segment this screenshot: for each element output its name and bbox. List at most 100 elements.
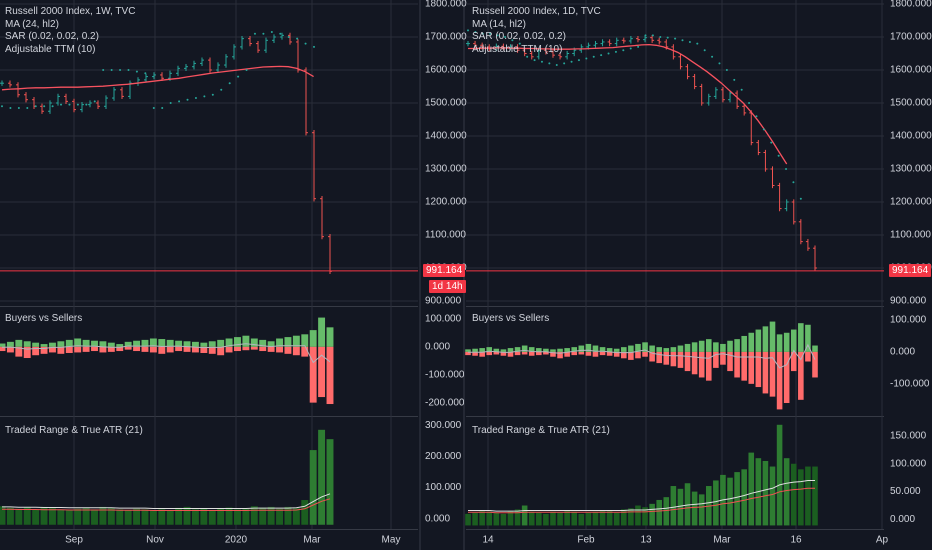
price-bar bbox=[628, 36, 633, 44]
sellers-bar bbox=[521, 351, 528, 355]
sellers-bar bbox=[99, 346, 107, 353]
traded-range-bar bbox=[790, 463, 797, 526]
sar-dot bbox=[755, 115, 758, 118]
price-axis-label: 1300.000 bbox=[890, 164, 932, 175]
sellers-bar bbox=[465, 351, 471, 356]
buyers-bar bbox=[812, 345, 818, 352]
sellers-bar bbox=[472, 351, 478, 356]
buyers-sellers-axis-label: -200.000 bbox=[425, 397, 465, 408]
sellers-bar bbox=[812, 351, 818, 378]
price-bar bbox=[80, 102, 84, 113]
left-traded-range-label[interactable]: Traded Range & True ATR (21) bbox=[5, 425, 143, 436]
traded-range-bar bbox=[727, 477, 733, 526]
traded-range-bar bbox=[301, 500, 309, 525]
sar-dot bbox=[711, 55, 714, 58]
left-countdown-tag: 1d 14h bbox=[429, 280, 466, 293]
buyers-bar bbox=[514, 347, 521, 352]
price-bar bbox=[749, 110, 754, 146]
right-legend-ttm[interactable]: Adjustable TTM (10) bbox=[472, 43, 563, 55]
sellers-bar bbox=[225, 346, 233, 353]
price-bar bbox=[112, 87, 116, 101]
price-bar bbox=[706, 93, 711, 106]
atr-signal-line bbox=[2, 498, 331, 511]
sellers-bar bbox=[141, 346, 149, 352]
sar-dot bbox=[102, 69, 105, 71]
sellers-bar bbox=[557, 351, 563, 359]
sar-dot bbox=[481, 32, 484, 35]
traded-range-bar bbox=[670, 486, 677, 526]
buyers-bar bbox=[564, 348, 570, 352]
buyers-bar bbox=[99, 341, 107, 347]
sellers-bar bbox=[585, 351, 592, 356]
sellers-bar bbox=[493, 351, 500, 355]
left-legend-ttm[interactable]: Adjustable TTM (10) bbox=[5, 43, 96, 55]
sellers-bar bbox=[677, 351, 684, 368]
buyers-bar bbox=[208, 341, 216, 347]
traded-range-bar bbox=[635, 505, 641, 526]
left-legend-sar[interactable]: SAR (0.02, 0.02, 0.2) bbox=[5, 31, 99, 42]
traded-range-bar bbox=[663, 497, 670, 526]
sar-dot bbox=[607, 52, 610, 55]
sar-dot bbox=[718, 62, 721, 65]
left-legend-ma[interactable]: MA (24, hl2) bbox=[5, 18, 59, 30]
right-legend-sar[interactable]: SAR (0.02, 0.02, 0.2) bbox=[472, 31, 566, 42]
buyers-bar bbox=[741, 335, 747, 352]
right-traded-range-label[interactable]: Traded Range & True ATR (21) bbox=[472, 425, 610, 436]
sellers-bar bbox=[514, 351, 521, 356]
traded-range-bar bbox=[234, 509, 241, 525]
price-bar bbox=[280, 32, 284, 40]
sar-dot bbox=[270, 31, 273, 34]
buyers-bar bbox=[276, 338, 283, 347]
buyers-bar bbox=[663, 348, 670, 352]
sellers-bar bbox=[684, 351, 691, 372]
time-axis-label: 2020 bbox=[225, 535, 248, 546]
sellers-bar bbox=[49, 346, 56, 353]
traded-range-bar bbox=[267, 506, 275, 525]
right-legend-ma[interactable]: MA (14, hl2) bbox=[472, 18, 526, 30]
buyers-bar bbox=[23, 341, 31, 347]
sar-dot bbox=[688, 40, 691, 43]
buyers-bar bbox=[32, 342, 40, 347]
buyers-bar bbox=[628, 345, 634, 352]
traded-range-bar bbox=[734, 472, 740, 526]
traded-range-bar bbox=[684, 483, 691, 526]
right-buyers-sellers-label[interactable]: Buyers vs Sellers bbox=[472, 313, 550, 324]
sellers-bar bbox=[166, 346, 174, 353]
sar-dot bbox=[34, 105, 37, 108]
price-bar bbox=[208, 57, 212, 73]
buyers-sellers-signal-line bbox=[468, 343, 816, 369]
sar-dot bbox=[770, 141, 773, 144]
traded-range-bar bbox=[536, 512, 542, 526]
sellers-bar bbox=[234, 346, 241, 352]
buyers-bar bbox=[642, 342, 648, 352]
traded-range-bar bbox=[116, 509, 124, 525]
traded-range-bar bbox=[217, 508, 225, 525]
price-bar bbox=[565, 50, 570, 60]
left-buyers-sellers-label[interactable]: Buyers vs Sellers bbox=[5, 313, 83, 324]
sar-dot bbox=[287, 36, 290, 38]
traded-range-bar bbox=[521, 505, 528, 526]
traded-range-bar bbox=[141, 509, 149, 525]
price-bar bbox=[224, 54, 228, 68]
left-legend-symbol[interactable]: Russell 2000 Index, 1W, TVC bbox=[5, 6, 136, 17]
sar-dot bbox=[1, 105, 3, 108]
sellers-bar bbox=[479, 351, 485, 357]
right-legend-symbol[interactable]: Russell 2000 Index, 1D, TVC bbox=[472, 6, 601, 17]
sar-dot bbox=[644, 34, 647, 37]
sellers-bar bbox=[528, 351, 535, 356]
traded-range-bar bbox=[613, 512, 620, 526]
sar-dot bbox=[26, 106, 29, 109]
right-last-price-tag: 991.164 bbox=[889, 264, 932, 277]
sar-dot bbox=[637, 45, 640, 48]
time-axis-label: Nov bbox=[146, 535, 164, 546]
price-axis-label: 1600.000 bbox=[890, 65, 932, 76]
traded-range-bar bbox=[500, 513, 507, 526]
buyers-bar bbox=[599, 347, 606, 352]
price-bar bbox=[192, 60, 196, 70]
buyers-bar bbox=[762, 326, 769, 352]
price-axis-label: 900.000 bbox=[425, 296, 462, 307]
traded-range-bar bbox=[318, 429, 326, 525]
traded-range-bar bbox=[628, 508, 634, 526]
sar-dot bbox=[119, 69, 122, 71]
